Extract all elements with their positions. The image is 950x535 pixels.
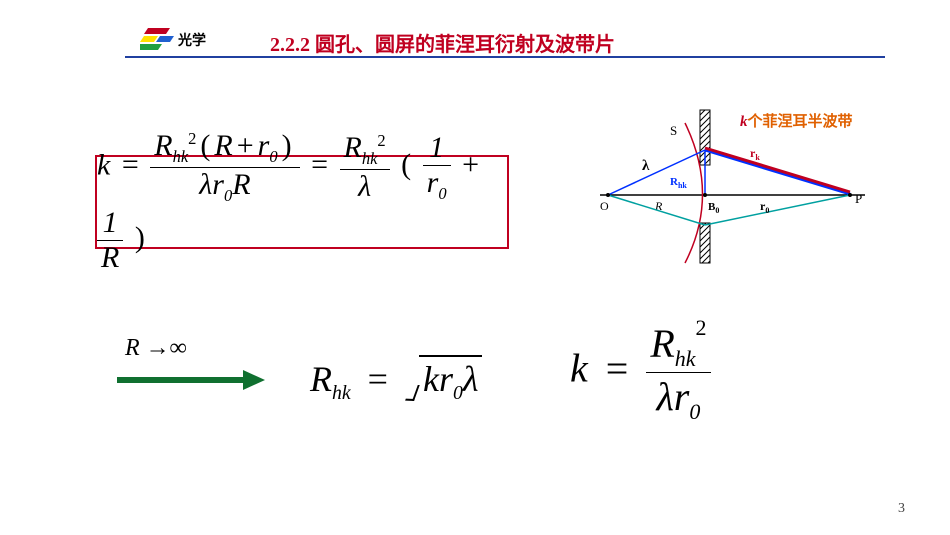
- fresnel-diagram-svg: O R S λ Rhk rk B0 r0 P: [600, 95, 880, 265]
- arrow-icon: [115, 368, 265, 392]
- svg-text:λ: λ: [642, 158, 650, 174]
- svg-text:Rhk: Rhk: [670, 176, 687, 190]
- title-underline: [125, 56, 885, 58]
- svg-text:rk: rk: [750, 146, 760, 162]
- equation-2: Rhk = kr0λ: [310, 358, 482, 405]
- R-to-infinity: R →∞: [125, 335, 187, 362]
- equation-1-box: k = Rhk2(R+r0) λr0R = Rhk2 λ ( 1 r0 + 1: [95, 155, 509, 249]
- fresnel-diagram: O R S λ Rhk rk B0 r0 P: [600, 95, 880, 265]
- svg-text:B0: B0: [708, 201, 719, 215]
- svg-text:S: S: [670, 123, 677, 138]
- svg-text:O: O: [600, 199, 609, 213]
- logo: 光学: [140, 28, 210, 59]
- page-number: 3: [898, 501, 905, 517]
- limit-row: R →∞ Rhk = kr0λ k = Rhk2 λr0: [115, 330, 855, 450]
- svg-text:P: P: [855, 191, 862, 206]
- equation-1: k = Rhk2(R+r0) λr0R = Rhk2 λ ( 1 r0 + 1: [97, 129, 507, 275]
- equation-3: k = Rhk2 λr0: [570, 320, 711, 425]
- section-title: 2.2.2 圆孔、圆屏的菲涅耳衍射及波带片: [270, 28, 615, 57]
- svg-text:r0: r0: [760, 199, 769, 215]
- logo-text: 光学: [178, 30, 206, 50]
